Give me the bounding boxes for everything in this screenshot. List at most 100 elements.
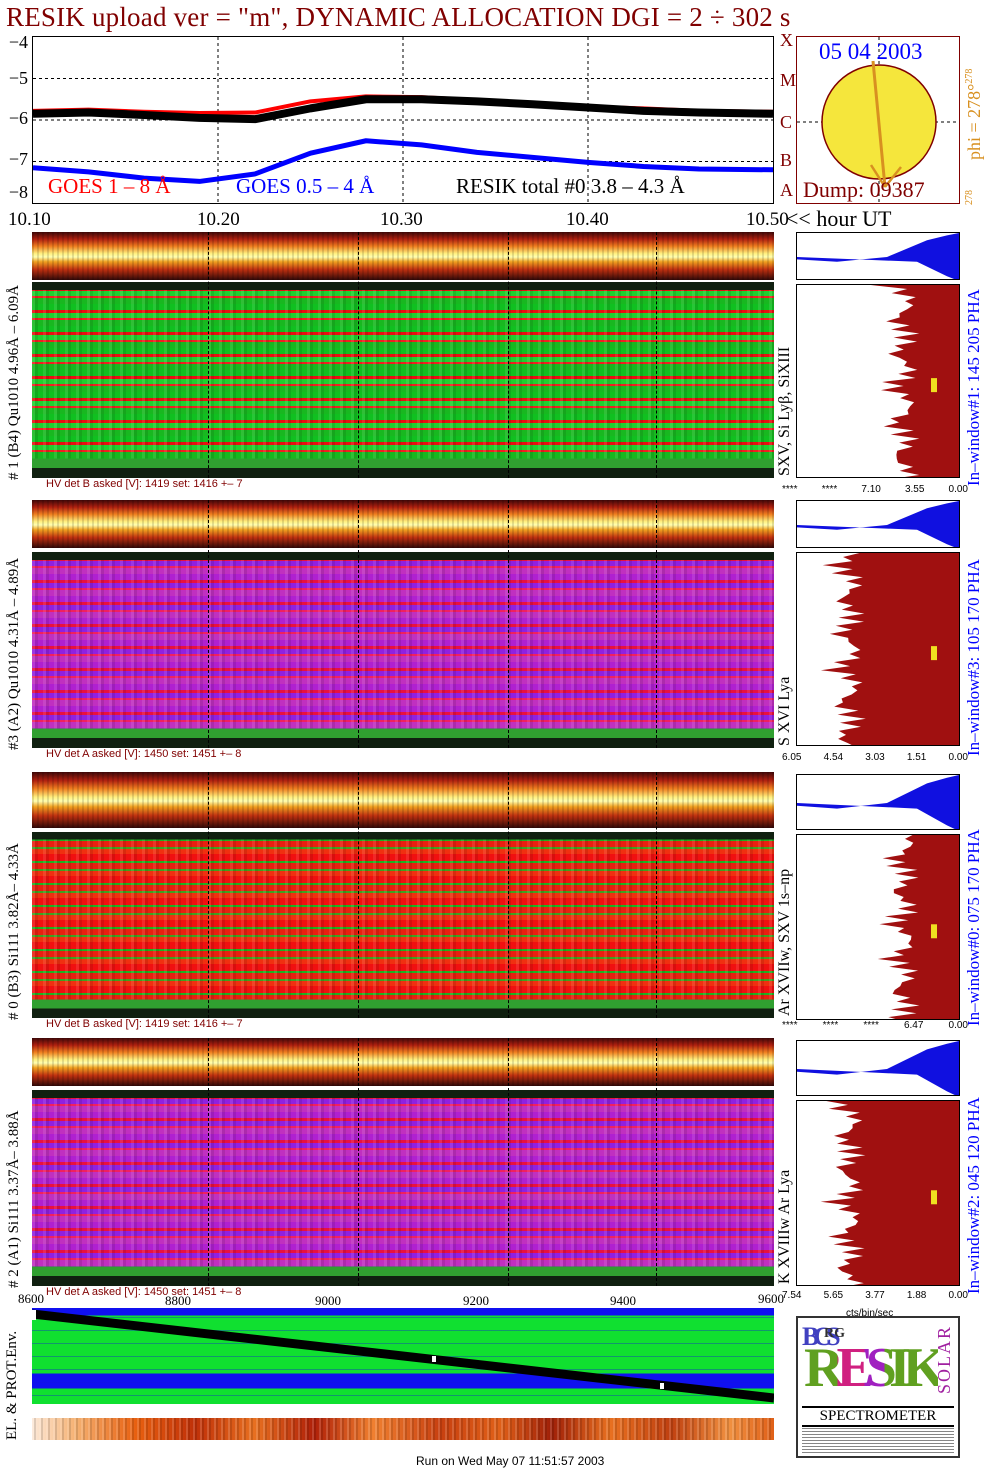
pha-tick-label: 4.54: [823, 752, 844, 763]
series-point-1: [586, 106, 590, 110]
class-b: B: [780, 150, 793, 170]
pha-tick-label: ****: [863, 1020, 879, 1031]
logo-solar: SOLAR: [934, 1324, 954, 1394]
spectrum-strip-1: [32, 232, 774, 280]
hv-status-3: HV det A asked [V]: 1450 set: 1451 +– 8: [46, 748, 242, 760]
gridline-2-3: [656, 1038, 657, 1286]
phi-superscript: 278: [964, 68, 975, 84]
pha-ticks-2: 7.54 5.65 3.77 1.88 0.00: [782, 1290, 968, 1301]
pha-profile-top-graphic: [797, 1041, 959, 1095]
series-point-1: [420, 97, 423, 101]
pha-profile-top-0: [796, 774, 960, 830]
gridline-2-1: [358, 1038, 359, 1286]
heatmap-1: [32, 282, 774, 478]
goes-ytick-1: −5: [8, 68, 28, 88]
pha-profile-graphic: [877, 835, 959, 1019]
phi-label: phi = 278°278: [964, 69, 985, 160]
sun-box: 05 04 2003 Dump: 09387: [796, 36, 960, 204]
series-point-2: [642, 164, 645, 168]
series-point-1: [253, 117, 257, 121]
pha-tick-label: 6.47: [903, 1020, 924, 1031]
panel-ylabel-3: #3 (A2) Qu1010 4.31Å – 4.89Å: [6, 557, 22, 750]
bottom-xtick-8600: 8600: [18, 1291, 44, 1306]
line-label-2: K XVIIIw Ar Lya: [776, 1169, 793, 1284]
phi-bottom-label: 278: [964, 190, 975, 205]
series-point-1: [142, 113, 146, 117]
pha-window-label-2: In–window#2: 045 120 PHA: [964, 1097, 983, 1294]
gridline-2-0: [208, 1038, 209, 1286]
pha-profile-graphic: [820, 553, 959, 745]
heatmap-edge-bands: [32, 552, 774, 748]
gridline-1-0: [208, 232, 209, 478]
pha-tick-label: 0.00: [948, 484, 968, 495]
series-point-1: [364, 97, 368, 101]
pha-profile-top-3: [796, 500, 960, 548]
series-point-1: [642, 109, 645, 113]
xtick-1020: 10.20: [197, 209, 240, 230]
pha-profile-graphic: [820, 1101, 959, 1285]
pha-window-label-3: In–window#3: 105 170 PHA: [964, 559, 983, 756]
goes-ytick-0: −4: [8, 32, 28, 52]
thermal-strip-texture: [32, 1418, 774, 1440]
heatmap-edge-bands: [32, 832, 774, 1018]
bottom-xtick-8800: 8800: [165, 1293, 191, 1308]
resik-logo: BCS RG RESIK SOLAR SPECTROMETER: [796, 1316, 960, 1458]
pha-tick-label: 1.88: [906, 1290, 927, 1301]
logo-bcs: BCS: [802, 1322, 841, 1352]
pha-window-label-1: In–window#1: 145 205 PHA: [964, 289, 983, 486]
goes-ytick-4: −8: [8, 182, 28, 202]
series-point-1: [33, 112, 35, 116]
spectrum-strip-0: [32, 772, 774, 828]
series-point-1: [309, 106, 312, 110]
xtick-1050: 10.50: [746, 209, 789, 230]
line-label-3: S XVI Lya: [776, 676, 793, 746]
goes-ytick-3: −7: [8, 149, 28, 169]
series-point-2: [420, 143, 423, 147]
spectrum-strip-texture: [32, 1038, 774, 1086]
legend-resik: RESIK total #0 3.8 – 4.3 Å: [456, 174, 685, 198]
series-point-1: [697, 111, 701, 115]
pha-tick-label: 3.55: [904, 484, 925, 495]
pha-tick-label: ****: [782, 1020, 798, 1031]
series-point-2: [364, 139, 368, 143]
series-point-2: [142, 176, 146, 180]
series-point-0: [253, 111, 257, 115]
spectrum-strip-3: [32, 500, 774, 548]
pha-profile-top-2: [796, 1040, 960, 1096]
bottom-xtick-9000: 9000: [315, 1293, 341, 1308]
gridline-0-2: [508, 772, 509, 1018]
heatmap-2: [32, 1090, 774, 1286]
gridline-3-0: [208, 500, 209, 748]
series-point-2: [198, 179, 201, 183]
pha-tick-label: 5.65: [823, 1290, 844, 1301]
pha-ticks-0: **** **** **** 6.47 0.00: [782, 1020, 968, 1031]
hv-status-1: HV det B asked [V]: 1419 set: 1416 +– 7: [46, 478, 243, 490]
pha-tick-label: 7.54: [782, 1290, 802, 1301]
pha-tick-label: 1.51: [906, 752, 927, 763]
footer-run-info: Run on Wed May 07 11:51:57 2003: [416, 1454, 605, 1468]
xtick-1010: 10.10: [8, 209, 51, 230]
heatmap-3: [32, 552, 774, 748]
pha-tick-label: 0.00: [948, 752, 968, 763]
goes-plot-frame: [32, 36, 774, 204]
xtick-1040: 10.40: [566, 209, 609, 230]
series-point-2: [33, 166, 35, 170]
pha-tick-label: ****: [822, 1020, 839, 1031]
pha-profile-top-graphic: [797, 233, 959, 279]
series-point-2: [87, 170, 90, 174]
bottom-xtick-9600: 9600: [758, 1291, 784, 1306]
pha-profile-graphic: [870, 285, 959, 477]
spectrum-strip-2: [32, 1038, 774, 1086]
series-point-1: [87, 111, 90, 115]
gridline-1-2: [508, 232, 509, 478]
series-line-1: [33, 95, 773, 124]
pha-profile-1: [796, 284, 960, 478]
pha-tick-label: 3.77: [865, 1290, 885, 1301]
pha-tick-label: 7.10: [861, 484, 881, 495]
spectrum-strip-texture: [32, 500, 774, 548]
thermal-strip: [32, 1418, 774, 1440]
series-point-2: [771, 168, 773, 172]
goes-lightcurve-chart: [33, 37, 773, 203]
gridline-0-1: [358, 772, 359, 1018]
gridline-2-2: [508, 1038, 509, 1286]
